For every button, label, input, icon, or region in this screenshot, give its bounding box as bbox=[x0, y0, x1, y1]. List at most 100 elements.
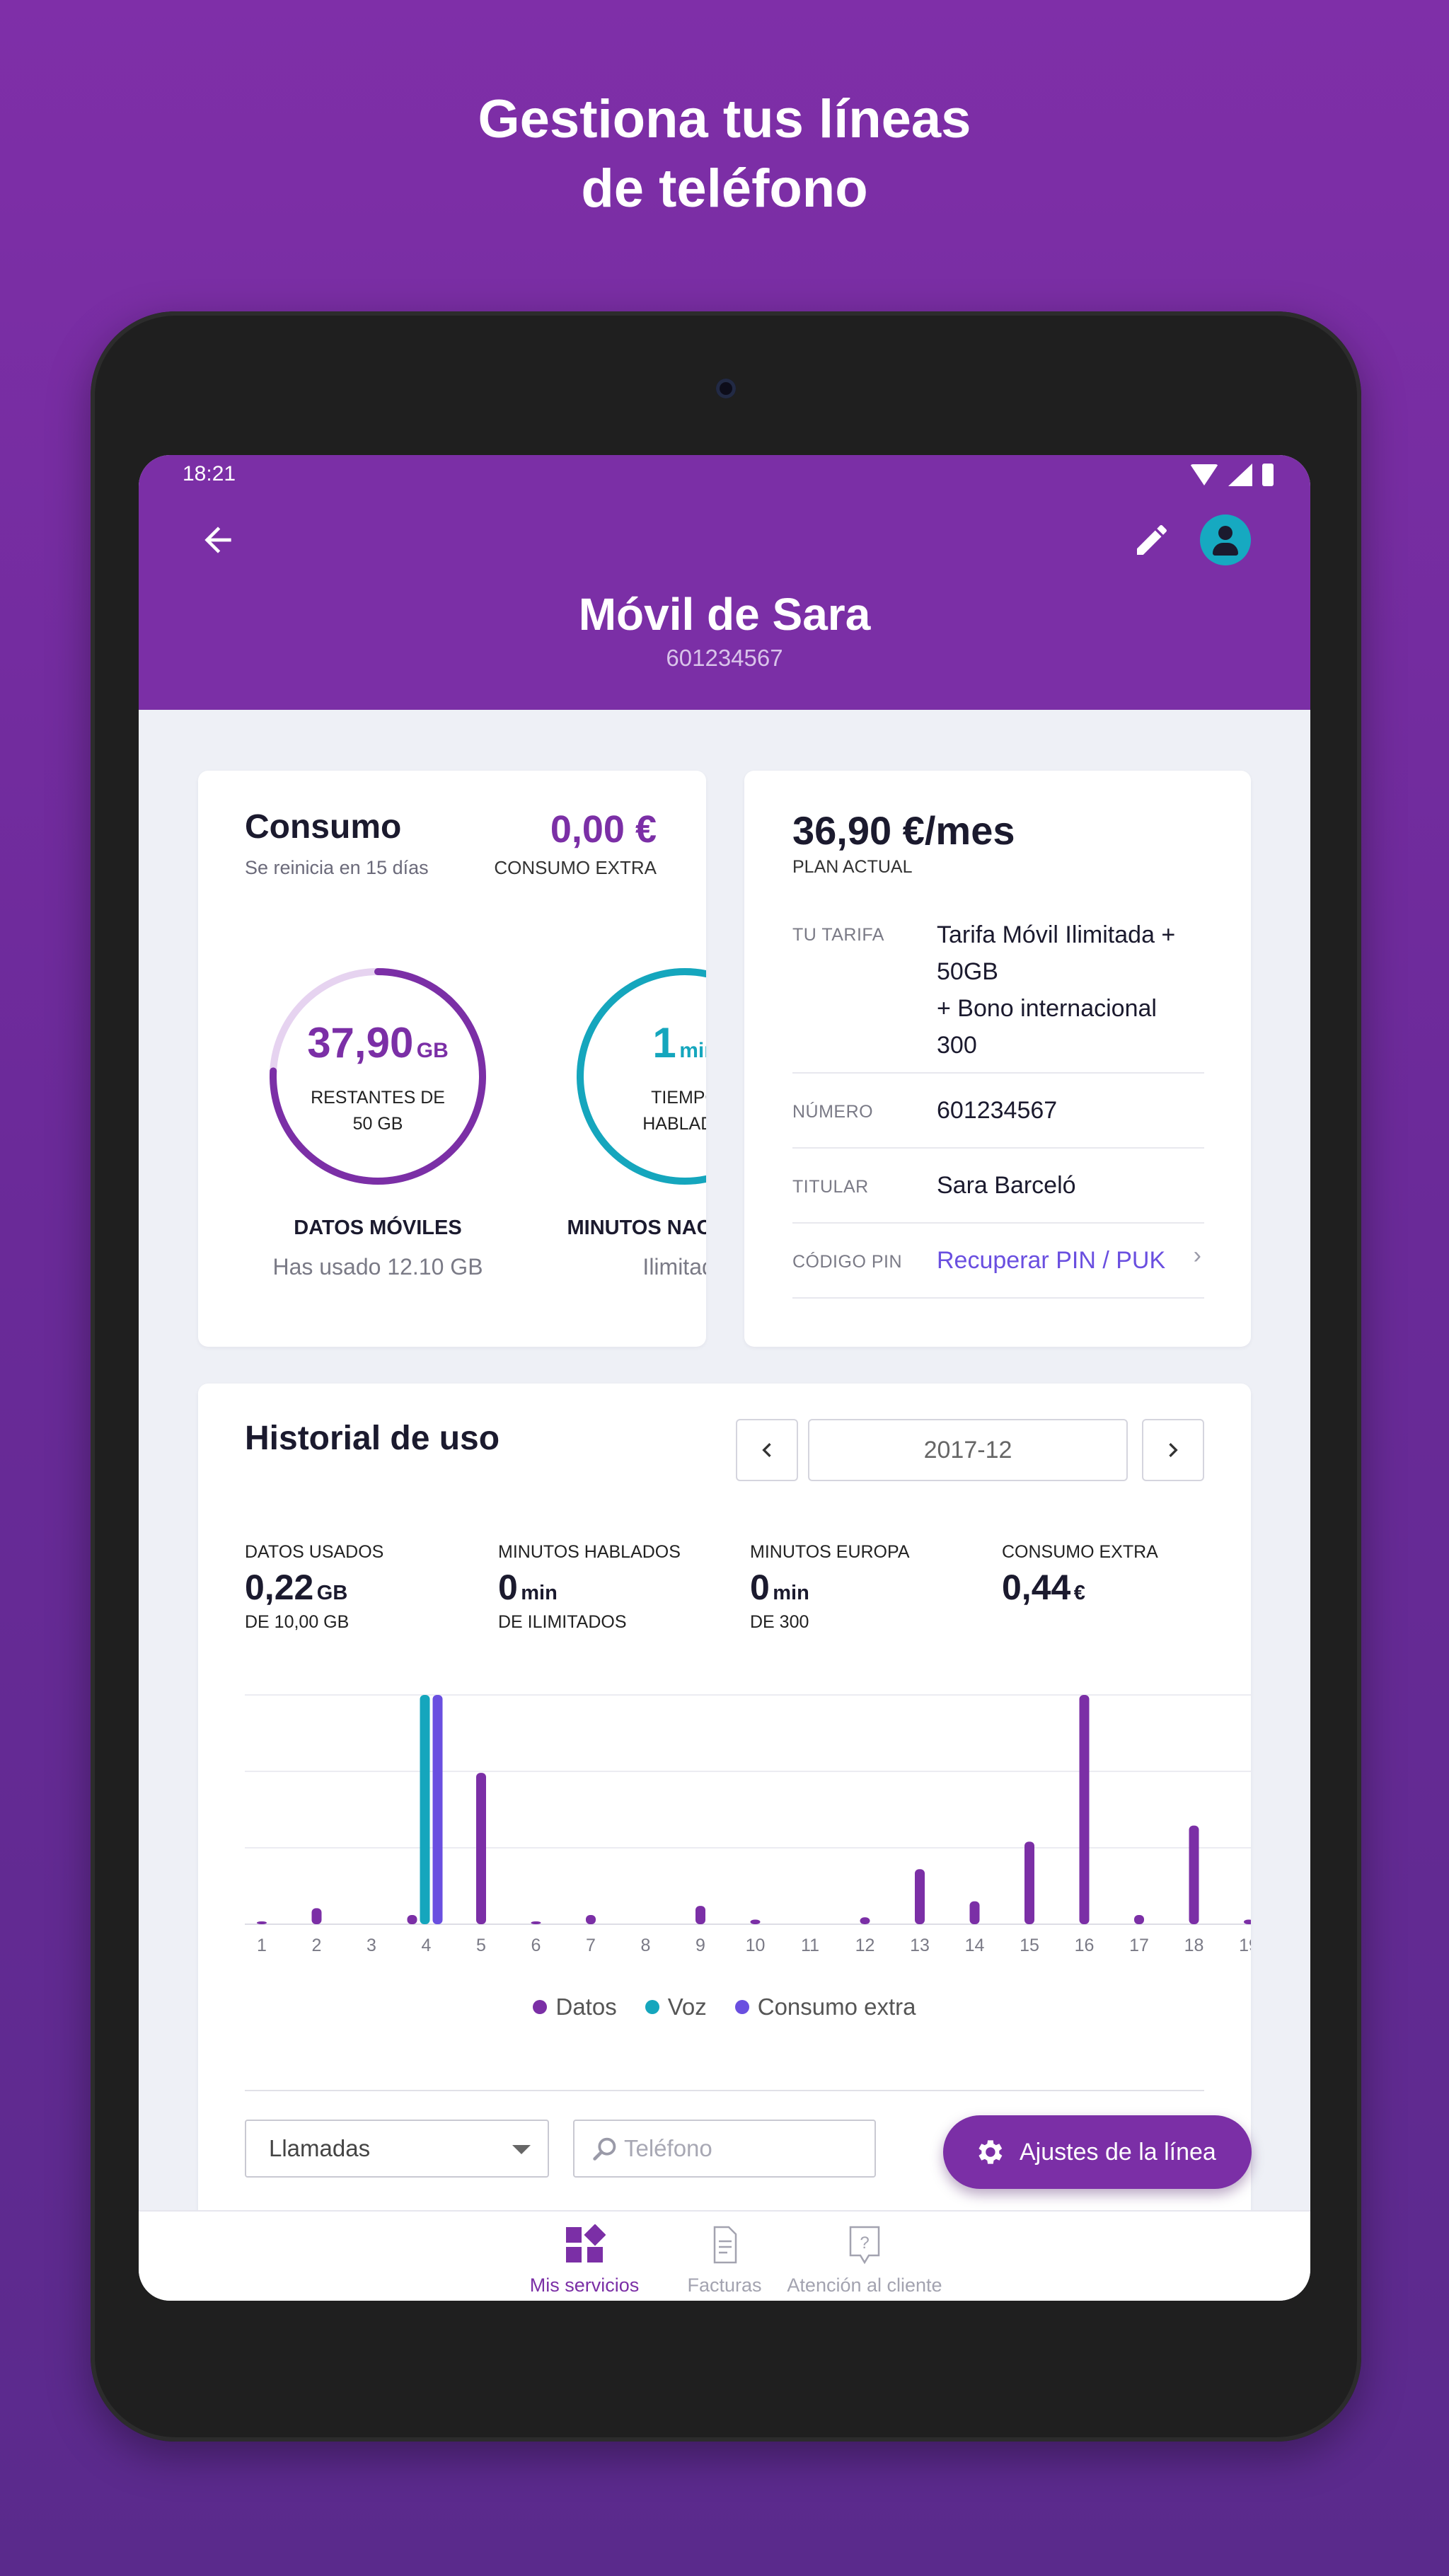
chevron-down-icon bbox=[512, 2145, 531, 2154]
search-icon bbox=[593, 2137, 616, 2161]
chart-bar-datos bbox=[750, 1919, 761, 1924]
minutes-gauge-desc: TIEMPO HABLADO bbox=[593, 1085, 706, 1137]
stat-value: 0 bbox=[498, 1568, 518, 1607]
stat-unit: min bbox=[521, 1582, 558, 1604]
chart-x-tick-label: 1 bbox=[257, 1936, 267, 1955]
stat-value-wrap: 0,44 € bbox=[1002, 1567, 1158, 1608]
line-number: 601234567 bbox=[666, 645, 783, 671]
plan-tarifa-line: Tarifa Móvil Ilimitada + bbox=[937, 921, 1176, 948]
chart-x-tick-label: 13 bbox=[910, 1936, 930, 1955]
minutes-desc-line1: TIEMPO bbox=[651, 1088, 706, 1108]
back-button[interactable] bbox=[198, 520, 238, 560]
prev-month-button[interactable] bbox=[736, 1419, 798, 1481]
svg-text:?: ? bbox=[860, 2233, 869, 2253]
nav-item-mis-servicios[interactable]: Mis servicios bbox=[485, 2224, 683, 2296]
stat-unit: € bbox=[1073, 1582, 1085, 1604]
phone-search[interactable] bbox=[573, 2120, 876, 2178]
chart-x-tick-label: 12 bbox=[855, 1936, 875, 1955]
line-title: Móvil de Sara bbox=[578, 589, 871, 640]
status-time: 18:21 bbox=[183, 462, 236, 485]
consumo-card: Consumo Se reinicia en 15 días 0,00 € CO… bbox=[198, 771, 706, 1347]
stat-title: MINUTOS HABLADOS bbox=[498, 1542, 681, 1562]
stat-value-wrap: 0 min bbox=[498, 1567, 681, 1608]
chart-bar-datos bbox=[969, 1901, 980, 1924]
edit-button[interactable] bbox=[1132, 520, 1172, 560]
chart-bar-datos bbox=[1244, 1919, 1251, 1924]
help-icon: ? bbox=[849, 2226, 880, 2265]
legend-label: Datos bbox=[555, 1994, 617, 2020]
legend-dot bbox=[734, 2000, 749, 2014]
nav-label: Atención al cliente bbox=[787, 2275, 942, 2296]
app-header: 18:21 Móvil de Sara 601234567 bbox=[139, 455, 1310, 710]
nav-item-facturas[interactable]: Facturas bbox=[625, 2224, 824, 2296]
data-gauge-desc-line2: 50 GB bbox=[352, 1114, 403, 1134]
data-gauge-note: Has usado 12.10 GB bbox=[272, 1254, 483, 1280]
battery-icon bbox=[1262, 464, 1274, 486]
pencil-icon bbox=[1137, 524, 1167, 555]
chart-bar-datos bbox=[476, 1773, 486, 1924]
signal-icon bbox=[1228, 464, 1252, 486]
plan-row-value: 601234567 bbox=[937, 1097, 1058, 1124]
line-settings-button[interactable]: Ajustes de la línea bbox=[943, 2115, 1252, 2189]
consumo-title: Consumo bbox=[245, 808, 402, 846]
call-type-select-value: Llamadas bbox=[269, 2135, 371, 2161]
chart-x-tick-label: 5 bbox=[476, 1936, 486, 1955]
stat-value-wrap: 0,22 GB bbox=[245, 1567, 383, 1608]
consumo-reset-note: Se reinicia en 15 días bbox=[245, 857, 429, 878]
legend-label: Consumo extra bbox=[757, 1994, 916, 2020]
stat-value: 0 bbox=[750, 1568, 770, 1607]
plan-row-key: CÓDIGO PIN bbox=[792, 1252, 903, 1272]
phone-search-input[interactable] bbox=[624, 2131, 865, 2166]
stat-value: 0,22 bbox=[245, 1568, 314, 1607]
chart-x-tick-label: 18 bbox=[1184, 1936, 1204, 1955]
promo-headline-line2: de teléfono bbox=[581, 159, 868, 219]
chevron-left-icon bbox=[762, 1443, 771, 1457]
chart-bar-datos bbox=[1079, 1695, 1090, 1924]
chart-x-tick-label: 11 bbox=[801, 1936, 819, 1955]
call-type-select[interactable]: Llamadas bbox=[245, 2120, 549, 2178]
month-selector[interactable]: 2017-12 bbox=[808, 1419, 1128, 1481]
services-grid-icon bbox=[566, 2224, 606, 2262]
next-month-button[interactable] bbox=[1142, 1419, 1204, 1481]
plan-row-value: Sara Barceló bbox=[937, 1172, 1076, 1199]
chart-x-tick-label: 6 bbox=[531, 1936, 541, 1955]
minutes-gauge: 1 min TIEMPO HABLADO bbox=[572, 963, 706, 1190]
plan-row-key: NÚMERO bbox=[792, 1102, 874, 1122]
chart-x-tick-label: 15 bbox=[1020, 1936, 1039, 1955]
minutes-value: 1 bbox=[652, 1019, 676, 1066]
recover-pin-link[interactable]: Recuperar PIN / PUK bbox=[937, 1247, 1166, 1274]
legend-label: Voz bbox=[667, 1994, 707, 2020]
chart-bar-datos bbox=[1024, 1841, 1034, 1924]
chart-bar-datos bbox=[407, 1915, 417, 1924]
nav-item-atencion-cliente[interactable]: ? Atención al cliente bbox=[766, 2224, 964, 2296]
stat-value: 0,44 bbox=[1002, 1568, 1071, 1607]
stat-unit: GB bbox=[316, 1582, 348, 1604]
data-gauge-desc: RESTANTES DE 50 GB bbox=[286, 1085, 470, 1137]
nav-label: Facturas bbox=[687, 2275, 762, 2296]
stat-minutos-hablados: MINUTOS HABLADOS 0 min DE ILIMITADOS bbox=[498, 1542, 681, 1633]
plan-row-pin[interactable]: CÓDIGO PIN Recuperar PIN / PUK › bbox=[792, 1224, 1204, 1299]
plan-tarifa-line: + Bono internacional bbox=[937, 995, 1157, 1022]
data-gauge-value-wrap: 37,90 GB bbox=[265, 1018, 491, 1067]
data-remaining-unit: GB bbox=[416, 1039, 449, 1062]
arrow-left-icon bbox=[204, 527, 231, 553]
plan-price: 36,90 €/mes bbox=[792, 808, 1015, 853]
chart-bar-consumo-extra bbox=[432, 1695, 443, 1924]
legend-dot bbox=[533, 2000, 548, 2014]
plan-row-key: TU TARIFA bbox=[792, 925, 884, 945]
chart-bar-datos bbox=[860, 1917, 870, 1924]
chart-bar-datos bbox=[531, 1921, 541, 1924]
profile-avatar-button[interactable] bbox=[1200, 514, 1251, 565]
chart-x-tick-label: 2 bbox=[312, 1936, 322, 1955]
minutes-gauge-ring bbox=[577, 968, 706, 1185]
chart-x-tick-label: 3 bbox=[366, 1936, 376, 1955]
minutes-gauge-value-wrap: 1 min bbox=[572, 1018, 706, 1067]
legend-item-consumo-extra: Consumo extra bbox=[734, 1994, 916, 2020]
stat-datos-usados: DATOS USADOS 0,22 GB DE 10,00 GB bbox=[245, 1542, 383, 1633]
chart-x-tick-label: 8 bbox=[641, 1936, 651, 1955]
chart-x-tick-label: 14 bbox=[965, 1936, 985, 1955]
stat-sub: DE ILIMITADOS bbox=[498, 1612, 627, 1632]
plan-price-label: PLAN ACTUAL bbox=[792, 857, 913, 877]
user-avatar-icon bbox=[1218, 526, 1232, 540]
bottom-navigation: Mis servicios Facturas ? Atención al cli… bbox=[139, 2210, 1310, 2301]
